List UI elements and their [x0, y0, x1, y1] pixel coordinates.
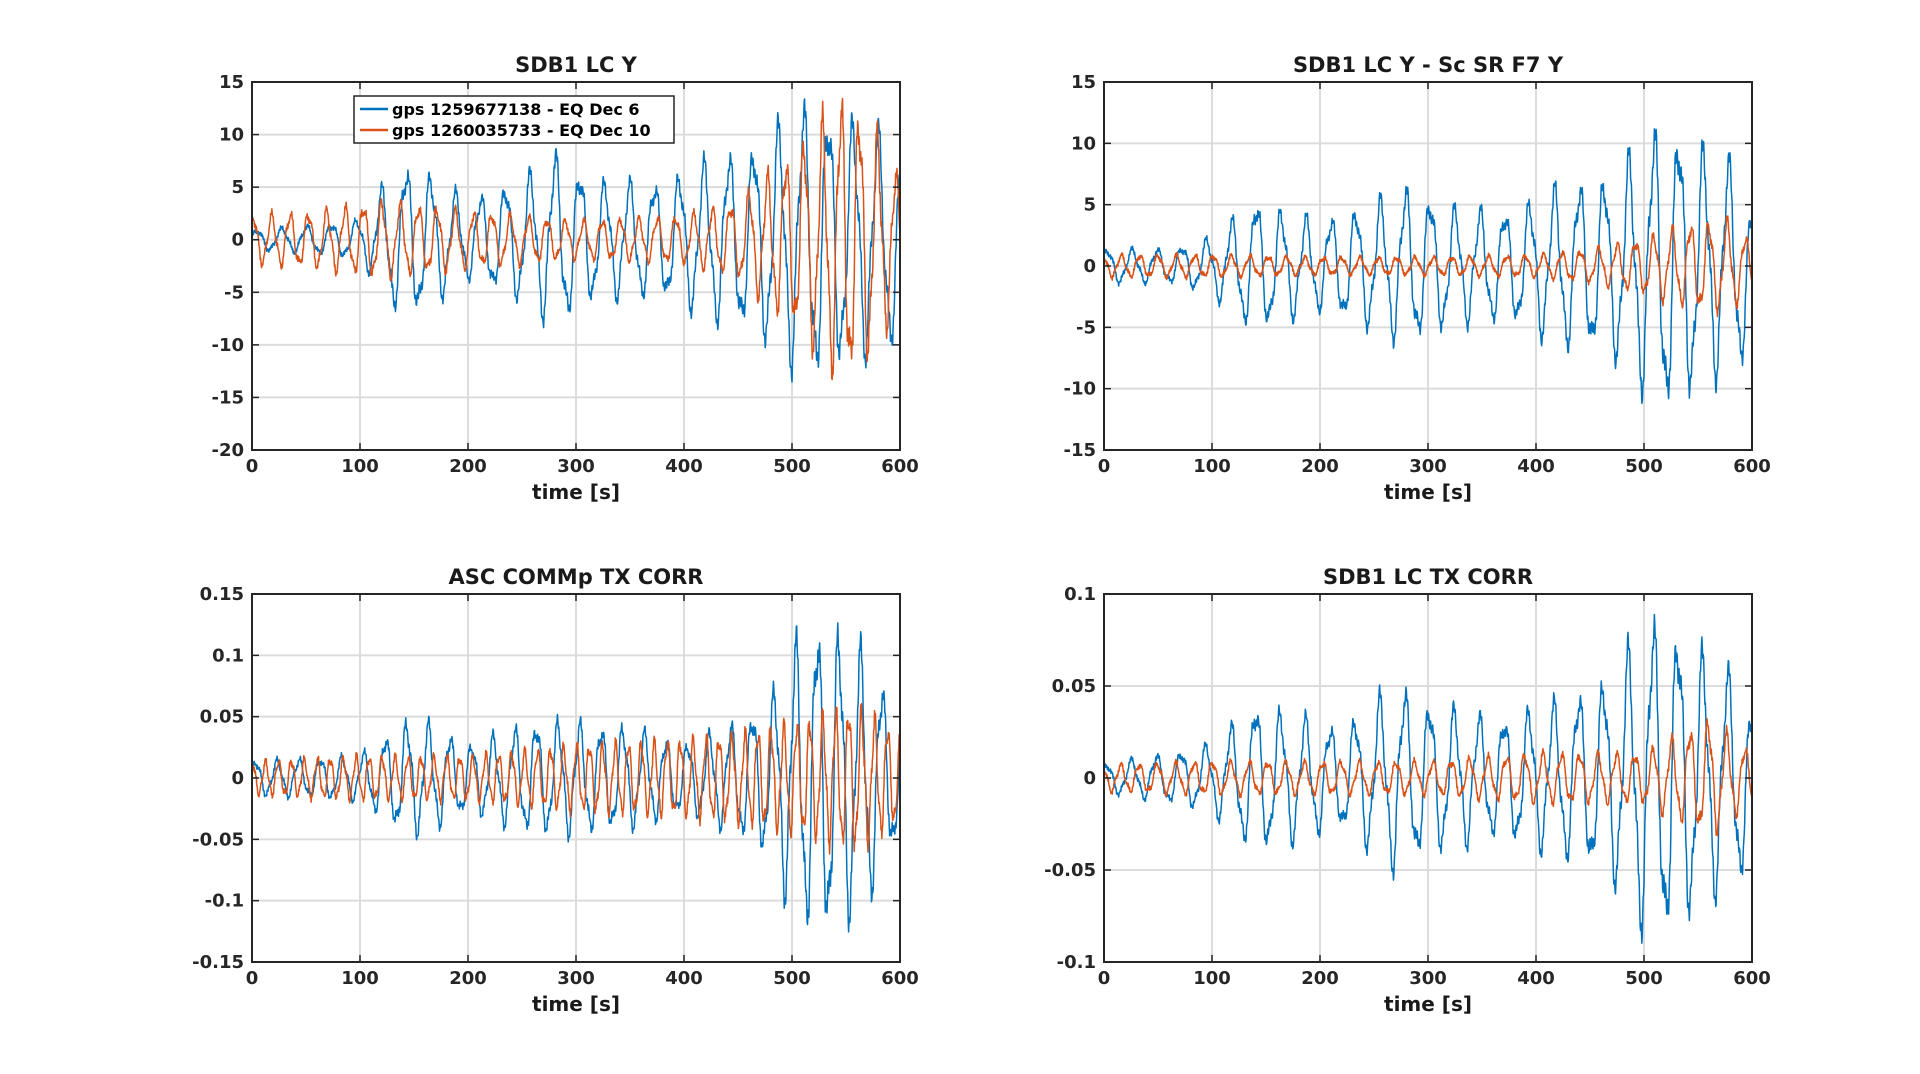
y-tick-label: 5: [1083, 195, 1096, 216]
x-tick-label: 300: [1409, 456, 1447, 477]
x-tick-label: 500: [1625, 968, 1663, 989]
legend-entry: gps 1259677138 - EQ Dec 6: [392, 100, 640, 119]
y-tick-label: 0.1: [212, 645, 244, 666]
x-tick-label: 500: [773, 456, 811, 477]
x-tick-label: 300: [557, 456, 595, 477]
x-axis-label: time [s]: [1384, 480, 1472, 504]
y-tick-label: 0.05: [1052, 676, 1096, 697]
x-tick-label: 400: [1517, 968, 1555, 989]
x-tick-label: 400: [1517, 456, 1555, 477]
series-line-1: [1104, 613, 1752, 944]
y-tick-label: -20: [211, 440, 244, 461]
x-tick-label: 400: [665, 968, 703, 989]
x-tick-label: 600: [881, 968, 919, 989]
y-tick-label: 0: [1083, 768, 1096, 789]
x-axis-label: time [s]: [532, 992, 620, 1016]
x-axis-label: time [s]: [532, 480, 620, 504]
y-tick-label: -0.05: [1044, 860, 1096, 881]
legend: gps 1259677138 - EQ Dec 6 gps 1260035733 …: [353, 95, 675, 144]
x-tick-label: 600: [1733, 456, 1771, 477]
y-tick-label: 0: [1083, 256, 1096, 277]
y-tick-label: 0.05: [200, 707, 244, 728]
x-tick-label: 100: [1193, 456, 1231, 477]
subplot-1: 0 100 200 300 400 500 600 -20 -15 -10 -5 0 5 10 15 SDB1…: [211, 53, 918, 504]
x-tick-label: 400: [665, 456, 703, 477]
y-tick-label: -15: [1063, 440, 1096, 461]
subplot-3: 0 100 200 300 400 500 600 -0.15 -0.1 -0.05 0 0.05 0.…: [192, 565, 919, 1016]
legend-box: [353, 95, 675, 144]
x-tick-label: 300: [557, 968, 595, 989]
y-tick-label: 5: [231, 177, 244, 198]
x-tick-label: 500: [773, 968, 811, 989]
legend-entry: gps 1260035733 - EQ Dec 10: [392, 121, 651, 140]
y-tick-label: 10: [219, 125, 244, 146]
chart-title: ASC COMMp TX CORR: [449, 565, 704, 589]
y-tick-label: 0: [231, 768, 244, 789]
y-tick-label: 10: [1071, 133, 1096, 154]
x-tick-label: 0: [1098, 456, 1111, 477]
chart-title: SDB1 LC TX CORR: [1323, 565, 1533, 589]
x-tick-label: 200: [449, 456, 487, 477]
x-tick-label: 200: [1301, 968, 1339, 989]
y-tick-label: 0.15: [200, 584, 244, 605]
chart-title: SDB1 LC Y: [515, 53, 638, 77]
series-line-2: [1104, 718, 1752, 837]
y-tick-label: -5: [1076, 317, 1096, 338]
y-tick-label: 15: [219, 72, 244, 93]
y-tick-label: -10: [1063, 379, 1096, 400]
y-tick-label: 15: [1071, 72, 1096, 93]
x-tick-label: 100: [341, 456, 379, 477]
x-tick-label: 0: [246, 968, 259, 989]
x-tick-label: 500: [1625, 456, 1663, 477]
subplot-4: 0 100 200 300 400 500 600 -0.1 -0.05 0 0.05 0.1 SDB1…: [1044, 565, 1771, 1016]
y-tick-label: -0.1: [205, 891, 244, 912]
series-line-2: [252, 702, 900, 855]
x-tick-label: 0: [1098, 968, 1111, 989]
x-axis-label: time [s]: [1384, 992, 1472, 1016]
x-tick-label: 600: [881, 456, 919, 477]
x-tick-label: 300: [1409, 968, 1447, 989]
x-tick-label: 100: [341, 968, 379, 989]
y-tick-label: -0.15: [192, 952, 244, 973]
subplot-2: 0 100 200 300 400 500 600 -15 -10 -5 0 5 10 15 SDB1 LC…: [1063, 53, 1770, 504]
series-line-1: [252, 622, 900, 933]
series-line-1: [1104, 128, 1752, 405]
y-tick-label: -15: [211, 387, 244, 408]
series-line-1: [252, 98, 900, 383]
series-line-2: [1104, 215, 1752, 318]
y-tick-label: -5: [224, 282, 244, 303]
x-tick-label: 100: [1193, 968, 1231, 989]
x-tick-label: 200: [1301, 456, 1339, 477]
x-tick-label: 200: [449, 968, 487, 989]
y-tick-label: -10: [211, 335, 244, 356]
y-tick-label: 0.1: [1064, 584, 1096, 605]
y-tick-label: -0.1: [1057, 952, 1096, 973]
chart-title: SDB1 LC Y - Sc SR F7 Y: [1293, 53, 1564, 77]
series-line-2: [252, 97, 900, 381]
x-tick-label: 600: [1733, 968, 1771, 989]
y-tick-label: -0.05: [192, 829, 244, 850]
x-tick-label: 0: [246, 456, 259, 477]
y-tick-label: 0: [231, 230, 244, 251]
